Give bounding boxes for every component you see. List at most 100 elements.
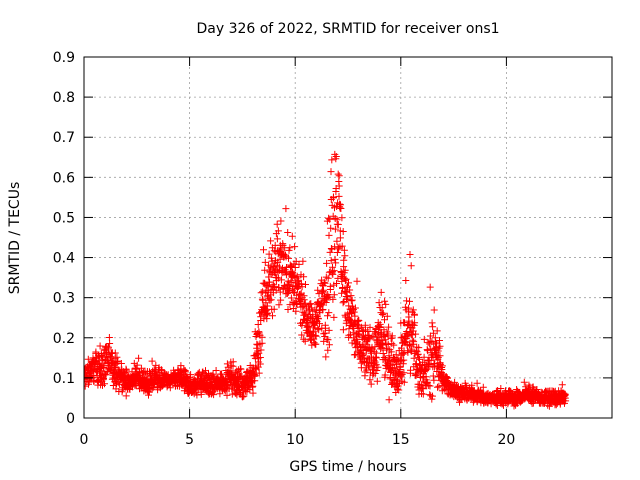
data-point bbox=[407, 262, 415, 270]
x-tick-label: 20 bbox=[497, 432, 515, 448]
data-point bbox=[300, 273, 308, 281]
data-point bbox=[426, 283, 434, 291]
data-point bbox=[287, 294, 295, 302]
data-point bbox=[265, 250, 273, 258]
data-point bbox=[105, 343, 112, 351]
data-point bbox=[418, 384, 426, 392]
data-point bbox=[428, 395, 436, 403]
data-point bbox=[282, 251, 289, 259]
data-point bbox=[420, 353, 428, 361]
data-point bbox=[333, 237, 341, 245]
data-point bbox=[210, 391, 218, 399]
data-point bbox=[366, 323, 374, 331]
y-tick-label: 0.3 bbox=[53, 291, 75, 307]
data-point bbox=[137, 364, 145, 372]
data-point bbox=[327, 168, 335, 176]
data-point bbox=[451, 378, 459, 386]
data-point bbox=[333, 280, 340, 287]
data-point bbox=[327, 224, 335, 232]
chart-title: Day 326 of 2022, SRMTID for receiver ons… bbox=[196, 21, 499, 37]
data-point bbox=[267, 296, 275, 304]
data-point bbox=[330, 193, 337, 201]
data-point bbox=[319, 288, 327, 296]
data-point bbox=[282, 205, 290, 213]
y-tick-label: 0.1 bbox=[53, 371, 75, 387]
y-tick-label: 0.2 bbox=[53, 331, 75, 347]
data-point bbox=[406, 251, 414, 258]
data-point bbox=[249, 382, 257, 390]
data-point bbox=[255, 369, 263, 377]
data-point bbox=[251, 372, 259, 380]
data-point bbox=[348, 296, 356, 304]
data-point bbox=[330, 291, 338, 299]
data-point bbox=[342, 275, 350, 283]
data-point bbox=[384, 341, 392, 348]
data-point bbox=[284, 229, 292, 236]
data-point bbox=[429, 329, 437, 337]
data-point bbox=[412, 330, 420, 338]
data-point bbox=[430, 376, 438, 384]
data-point bbox=[218, 370, 226, 378]
data-point bbox=[381, 316, 388, 324]
data-point bbox=[333, 249, 341, 256]
data-point bbox=[324, 336, 332, 344]
data-point bbox=[197, 390, 205, 398]
data-point bbox=[302, 281, 309, 288]
data-point bbox=[84, 355, 92, 363]
data-point bbox=[307, 300, 315, 308]
data-point bbox=[323, 259, 331, 267]
data-point bbox=[325, 231, 333, 239]
data-point bbox=[468, 381, 476, 389]
data-point bbox=[224, 363, 232, 371]
data-point bbox=[374, 363, 382, 371]
data-point bbox=[422, 367, 430, 375]
data-point bbox=[382, 300, 390, 308]
axis-ticks: 0 0.1 0.2 0.3 0.4 0.5 0.6 0.7 0.8 0.9 0 5 10 15 20 bbox=[53, 50, 612, 448]
plot-frame bbox=[83, 56, 613, 419]
data-point bbox=[229, 358, 237, 366]
data-point bbox=[330, 313, 338, 321]
data-point bbox=[310, 339, 318, 347]
data-point bbox=[288, 267, 296, 275]
data-point bbox=[277, 296, 285, 304]
data-point bbox=[177, 362, 185, 370]
data-point bbox=[379, 350, 387, 357]
data-point bbox=[373, 354, 380, 362]
data-point bbox=[383, 312, 391, 320]
data-point bbox=[148, 357, 156, 365]
data-point bbox=[133, 361, 141, 369]
data-point bbox=[387, 348, 395, 356]
data-point bbox=[353, 321, 361, 329]
data-point bbox=[299, 257, 307, 265]
data-point bbox=[320, 286, 327, 294]
data-point bbox=[324, 312, 331, 320]
data-point bbox=[380, 354, 388, 361]
data-point bbox=[336, 234, 344, 242]
data-point bbox=[339, 326, 347, 334]
data-point bbox=[365, 334, 373, 342]
data-point bbox=[380, 333, 388, 341]
data-point bbox=[331, 225, 339, 233]
data-point bbox=[344, 295, 352, 303]
data-point bbox=[262, 299, 270, 307]
data-point bbox=[326, 215, 334, 223]
data-point bbox=[334, 221, 342, 228]
y-tick-label: 0.7 bbox=[53, 130, 75, 146]
data-point bbox=[400, 378, 408, 386]
data-point bbox=[292, 307, 300, 315]
data-point bbox=[438, 366, 446, 373]
data-point bbox=[497, 385, 505, 392]
data-point bbox=[328, 156, 336, 164]
data-point bbox=[378, 304, 386, 312]
data-point bbox=[368, 343, 376, 351]
data-point bbox=[187, 371, 195, 379]
data-point bbox=[354, 317, 362, 325]
data-point bbox=[262, 306, 270, 314]
x-tick-label: 10 bbox=[286, 432, 304, 448]
data-point bbox=[562, 397, 570, 405]
data-point bbox=[304, 323, 312, 331]
data-point bbox=[336, 227, 344, 235]
data-point bbox=[373, 367, 381, 374]
data-point bbox=[306, 300, 314, 308]
data-point bbox=[405, 313, 413, 321]
